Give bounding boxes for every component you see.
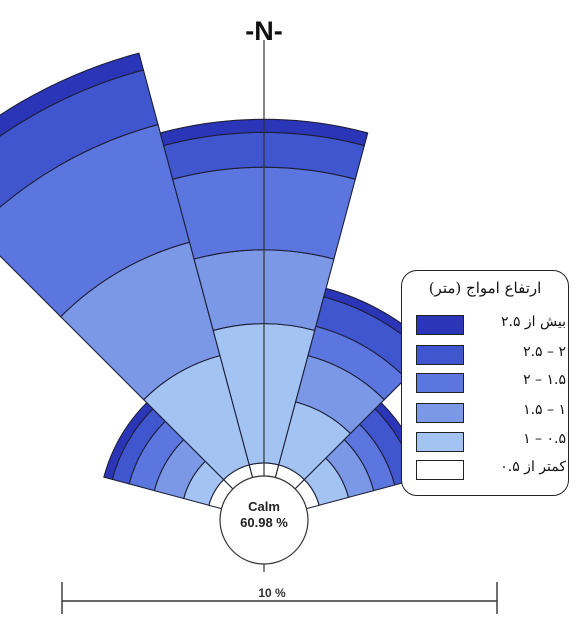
legend-swatch	[416, 373, 464, 393]
legend-item-label: ۲ – ۲.۵	[523, 344, 566, 360]
north-label: -N-	[245, 16, 282, 46]
legend-item: بیش از ۲.۵	[412, 313, 566, 337]
legend-swatch	[416, 403, 464, 423]
legend-item: ۱.۵ – ۲	[412, 371, 566, 395]
legend-item: کمتر از ۰.۵	[412, 458, 566, 482]
legend-swatch	[416, 345, 464, 365]
legend: ارتفاع امواج (متر) بیش از ۲.۵ ۲ – ۲.۵ ۱.…	[401, 270, 569, 496]
legend-title: ارتفاع امواج (متر)	[428, 279, 542, 297]
legend-item: ۲ – ۲.۵	[412, 343, 566, 367]
legend-item: ۰.۵ – ۱	[412, 430, 566, 454]
calm-circle	[219, 475, 309, 565]
scale-label: 10 %	[258, 586, 286, 600]
sectors-layer	[0, 52, 435, 510]
legend-swatch	[416, 432, 464, 452]
legend-swatch	[416, 460, 464, 480]
legend-item-label: ۱ – ۱.۵	[523, 402, 566, 418]
sector-segment	[0, 52, 145, 137]
scale-bar: 10 %	[61, 582, 498, 614]
calm-value: 60.98 %	[240, 515, 288, 530]
legend-item-label: بیش از ۲.۵	[500, 314, 566, 330]
legend-swatch	[416, 315, 464, 335]
legend-item-label: ۱.۵ – ۲	[523, 372, 566, 388]
sector-segment	[159, 118, 369, 147]
legend-item-label: کمتر از ۰.۵	[500, 459, 566, 475]
legend-item: ۱ – ۱.۵	[412, 401, 566, 425]
calm-label: Calm	[248, 499, 280, 514]
legend-item-label: ۰.۵ – ۱	[523, 431, 566, 447]
